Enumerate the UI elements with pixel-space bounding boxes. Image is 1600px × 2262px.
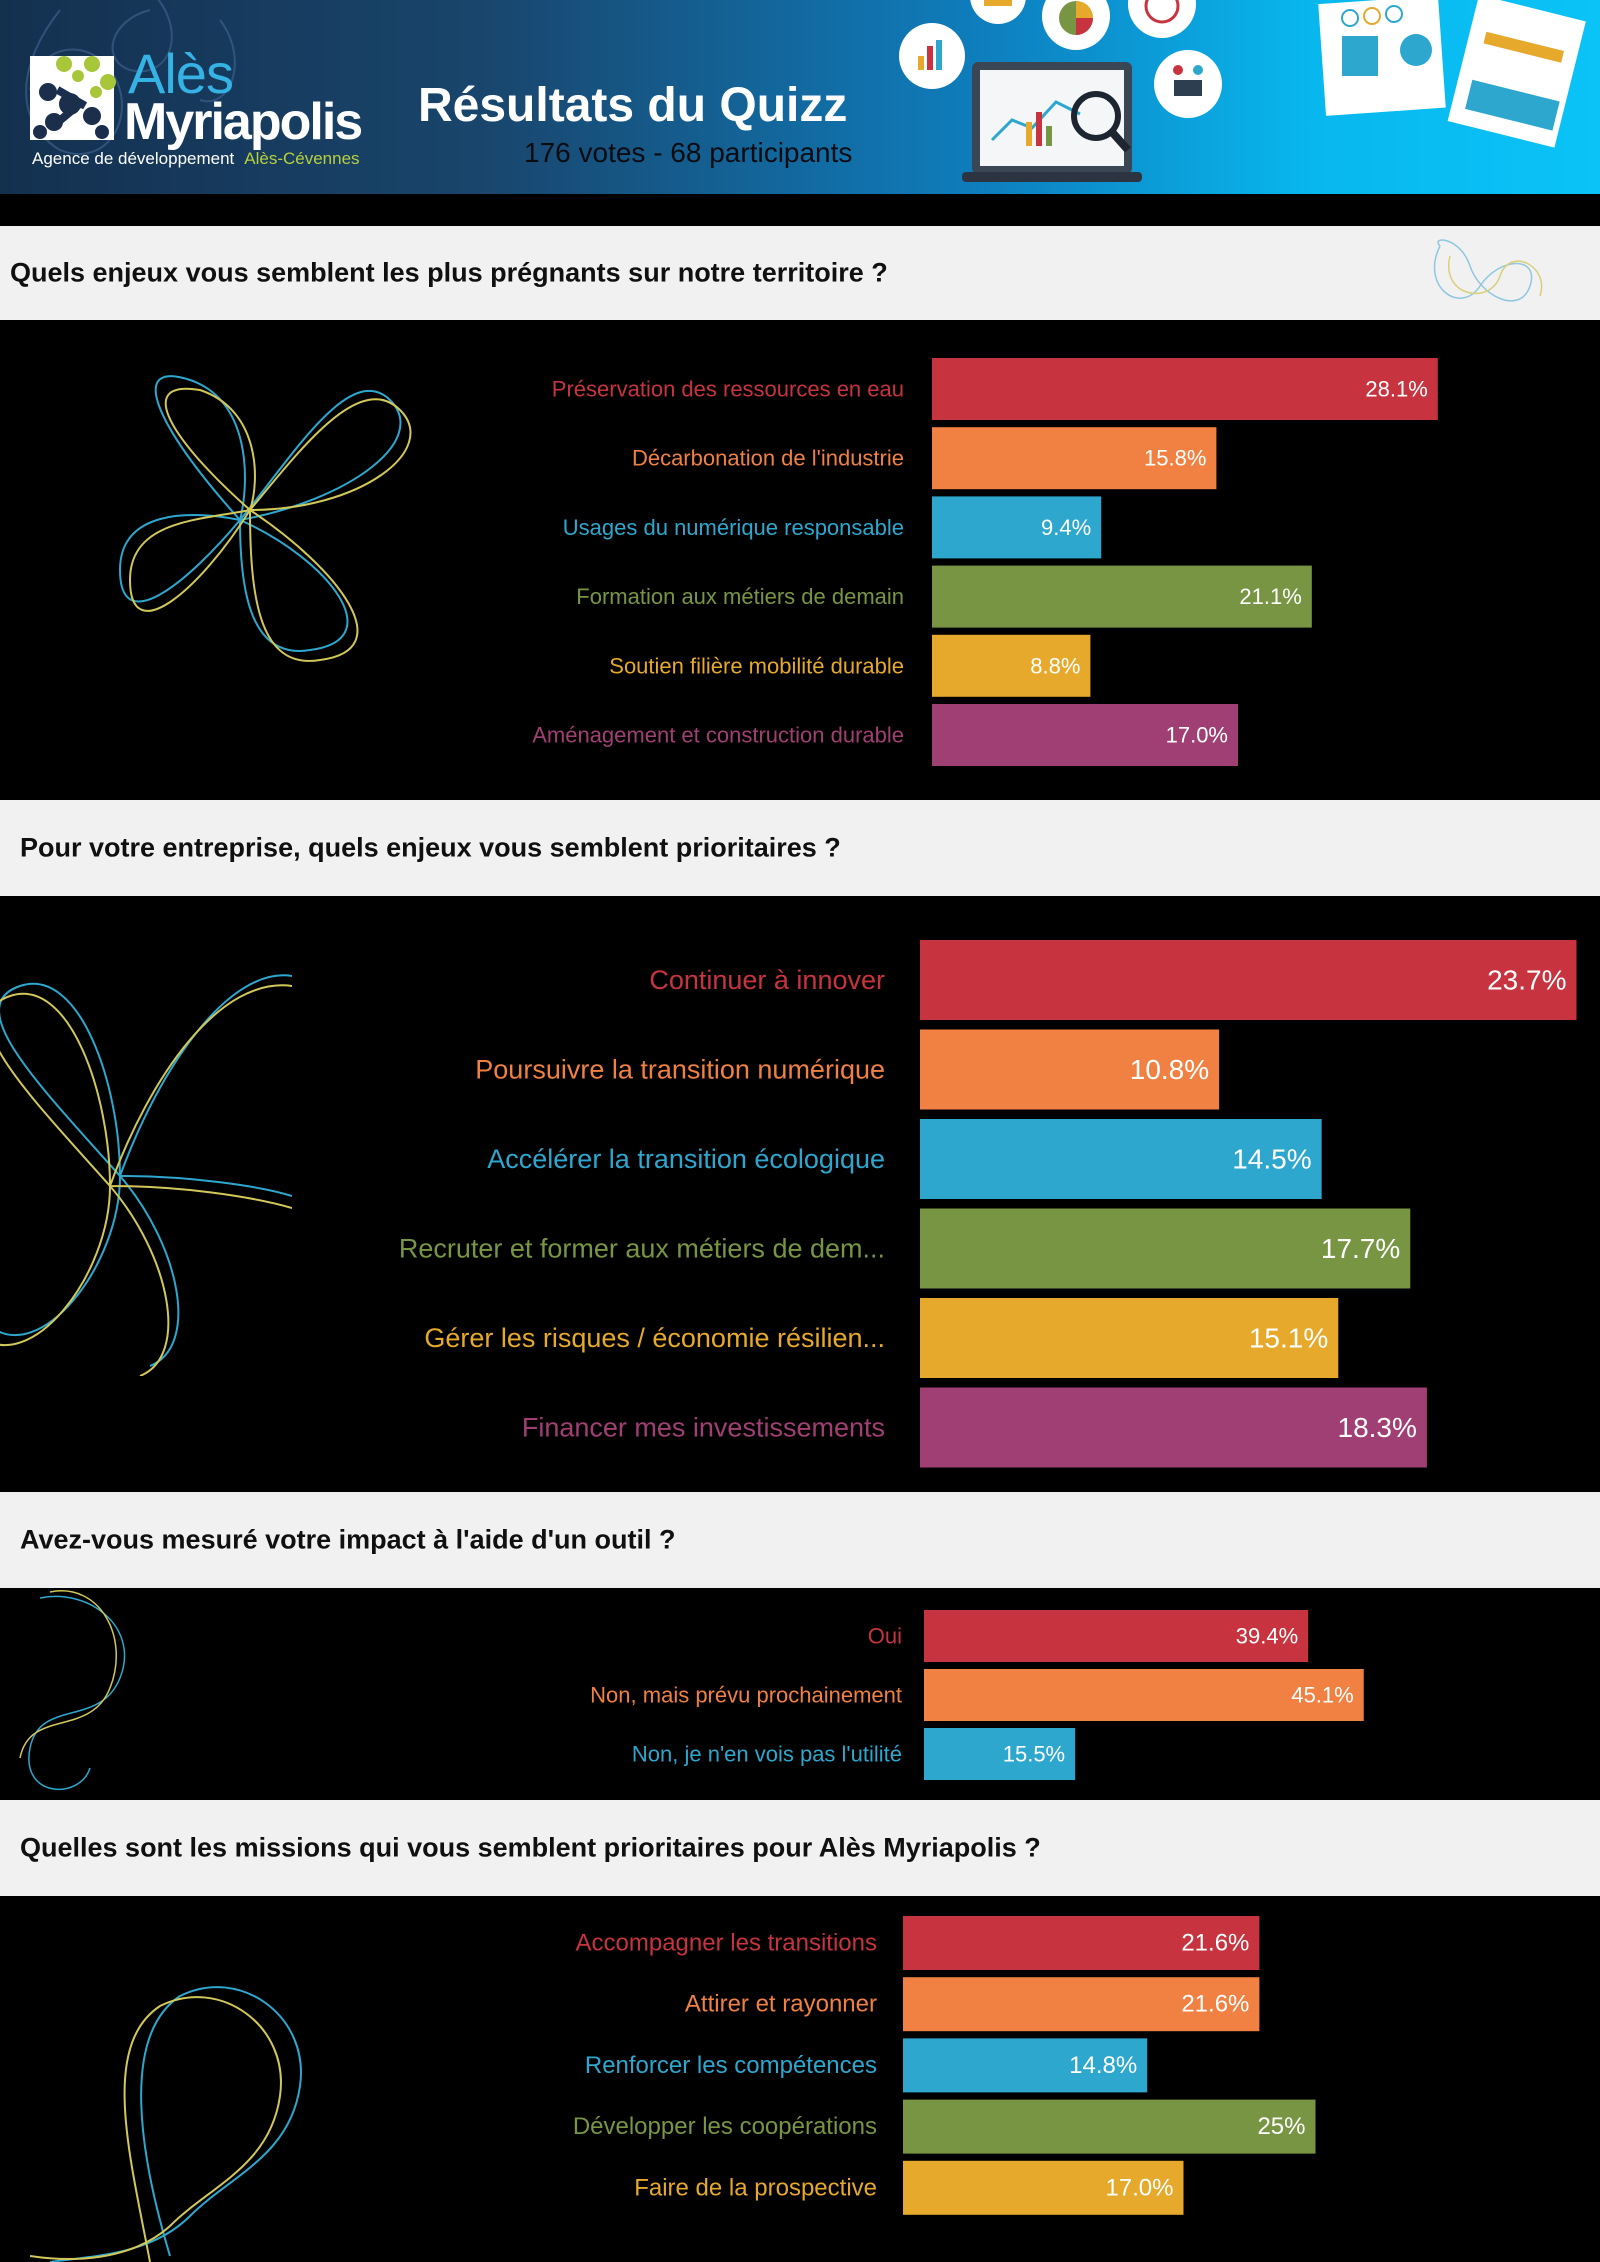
question-4-title: Quelles sont les missions qui vous sembl… — [20, 1832, 1041, 1863]
decorative-loops — [19, 1590, 126, 1790]
globe-bubble-icon — [1128, 0, 1196, 38]
decorative-loops — [30, 1986, 302, 2262]
q4-bar-4 — [903, 2099, 1316, 2154]
q1-bar-5 — [932, 634, 1091, 697]
q3-bar-2 — [924, 1669, 1364, 1721]
question-3-chart: Oui 39.4% Non, mais prévu prochainement 45.… — [0, 1588, 1600, 1800]
q4-category-label-3: Renforcer les compétences — [585, 2052, 877, 2079]
question-2-title: Pour votre entreprise, quels enjeux vous… — [20, 832, 841, 863]
question-1-title: Quels enjeux vous semblent les plus prég… — [10, 257, 888, 288]
q2-value-label-4: 17.7% — [1321, 1233, 1400, 1264]
bar-chart-bubble-icon — [899, 23, 965, 89]
question-2-chart: Continuer à innover 23.7% Poursuivre la tr… — [0, 896, 1600, 1492]
q4-category-label-5: Faire de la prospective — [634, 2174, 877, 2201]
q1-bar-2 — [932, 427, 1217, 490]
q3-value-label-1: 39.4% — [1236, 1624, 1298, 1649]
question-3-header: Avez-vous mesuré votre impact à l'aide d… — [0, 1492, 1600, 1588]
page-subtitle: 176 votes - 68 participants — [524, 137, 853, 168]
q4-category-label-1: Accompagner les transitions — [576, 1930, 877, 1957]
q4-value-label-2: 21.6% — [1181, 1991, 1249, 2018]
decorative-loops — [118, 375, 412, 662]
q1-category-label-4: Formation aux métiers de demain — [576, 584, 904, 609]
q3-category-label-1: Oui — [868, 1624, 902, 1649]
q4-bar-1 — [903, 1916, 1260, 1970]
report-sheets-icon — [1318, 0, 1586, 148]
q2-value-label-5: 15.1% — [1249, 1323, 1328, 1354]
question-1-bar-chart: Préservation des ressources en eau 28.1% D… — [532, 358, 1438, 766]
question-3-bar-chart: Oui 39.4% Non, mais prévu prochainement 45.… — [590, 1610, 1364, 1780]
q1-bar-6 — [932, 704, 1238, 766]
q4-category-label-4: Développer les coopérations — [573, 2113, 877, 2140]
q2-category-label-6: Financer mes investissements — [522, 1413, 885, 1443]
q4-bar-3 — [903, 2038, 1148, 2093]
logo-text-ales: Alès — [128, 42, 234, 105]
q4-category-label-2: Attirer et rayonner — [685, 1991, 877, 2018]
q2-bar-5 — [920, 1298, 1339, 1378]
q4-value-label-5: 17.0% — [1105, 2174, 1173, 2201]
myriapolis-logo-icon — [30, 56, 116, 140]
q3-value-label-2: 45.1% — [1291, 1683, 1353, 1708]
q1-category-label-2: Décarbonation de l'industrie — [632, 446, 904, 471]
q4-bar-5 — [903, 2160, 1184, 2215]
tagline-accent: Alès-Cévennes — [244, 149, 360, 168]
q1-value-label-6: 17.0% — [1166, 723, 1228, 748]
q1-bar-3 — [932, 496, 1102, 559]
q2-value-label-1: 23.7% — [1487, 965, 1566, 996]
header-banner: Alès Myriapolis Agence de développement A… — [0, 0, 1600, 194]
question-1-header: Quels enjeux vous semblent les plus prég… — [0, 226, 1600, 320]
q3-value-label-3: 15.5% — [1003, 1742, 1065, 1767]
tagline-text: Agence de développement — [32, 149, 235, 168]
page-title: Résultats du Quizz — [418, 79, 848, 132]
logo-tagline: Agence de développement Alès-Cévennes — [32, 149, 360, 169]
q2-category-label-5: Gérer les risques / économie résilien... — [424, 1323, 885, 1353]
q4-value-label-3: 14.8% — [1069, 2052, 1137, 2079]
q1-value-label-1: 28.1% — [1365, 377, 1427, 402]
q2-value-label-3: 14.5% — [1232, 1144, 1311, 1175]
q1-value-label-3: 9.4% — [1041, 515, 1091, 540]
q1-category-label-1: Préservation des ressources en eau — [552, 377, 904, 402]
q2-category-label-4: Recruter et former aux métiers de dem... — [399, 1234, 885, 1264]
q4-bar-2 — [903, 1977, 1260, 2032]
question-1-chart: Préservation des ressources en eau 28.1% D… — [0, 320, 1600, 800]
q2-value-label-6: 18.3% — [1338, 1412, 1417, 1443]
q1-value-label-2: 15.8% — [1144, 446, 1206, 471]
question-3-title: Avez-vous mesuré votre impact à l'aide d… — [20, 1524, 676, 1555]
question-4-bar-chart: Accompagner les transitions 21.6% Attirer … — [573, 1916, 1316, 2215]
question-4-header: Quelles sont les missions qui vous sembl… — [0, 1800, 1600, 1896]
document-bubble-icon — [970, 0, 1026, 24]
decorative-loops — [1433, 239, 1543, 302]
q2-bar-6 — [920, 1387, 1427, 1468]
q2-bar-4 — [920, 1208, 1411, 1289]
q2-bar-2 — [920, 1029, 1220, 1110]
people-bubble-icon — [1154, 50, 1222, 118]
logo-text-myriapolis: Myriapolis — [124, 93, 363, 151]
q3-category-label-3: Non, je n'en vois pas l'utilité — [632, 1742, 902, 1767]
q1-value-label-5: 8.8% — [1030, 653, 1080, 678]
q1-category-label-5: Soutien filière mobilité durable — [609, 653, 904, 678]
question-2-header: Pour votre entreprise, quels enjeux vous… — [0, 800, 1600, 896]
q4-value-label-4: 25% — [1257, 2113, 1305, 2140]
laptop-icon — [962, 62, 1142, 182]
q3-category-label-2: Non, mais prévu prochainement — [590, 1683, 902, 1708]
q1-category-label-3: Usages du numérique responsable — [563, 515, 904, 540]
q1-bar-1 — [932, 358, 1438, 420]
q2-bar-3 — [920, 1119, 1322, 1199]
q2-category-label-1: Continuer à innover — [649, 965, 885, 995]
q2-bar-1 — [920, 940, 1577, 1020]
question-2-bar-chart: Continuer à innover 23.7% Poursuivre la tr… — [399, 940, 1577, 1468]
q1-bar-4 — [932, 565, 1312, 628]
analytics-illustration — [899, 0, 1586, 182]
q2-category-label-2: Poursuivre la transition numérique — [475, 1055, 885, 1085]
q2-value-label-2: 10.8% — [1130, 1054, 1209, 1085]
q4-value-label-1: 21.6% — [1181, 1930, 1249, 1957]
q1-category-label-6: Aménagement et construction durable — [532, 723, 904, 748]
q1-value-label-4: 21.1% — [1239, 584, 1301, 609]
pie-chart-bubble-icon — [1042, 0, 1110, 50]
q2-category-label-3: Accélérer la transition écologique — [487, 1144, 885, 1174]
q3-bar-3 — [924, 1728, 1076, 1780]
q3-bar-1 — [924, 1610, 1309, 1662]
decorative-loops — [0, 974, 292, 1376]
question-4-chart: Accompagner les transitions 21.6% Attirer … — [0, 1896, 1600, 2262]
